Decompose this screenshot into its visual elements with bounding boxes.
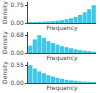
svg-text:Frequency: Frequency	[47, 54, 78, 62]
svg-text:Density: Density	[1, 61, 9, 84]
svg-text:0.75: 0.75	[10, 1, 24, 8]
svg-text:0.00: 0.00	[10, 19, 24, 26]
svg-text:0.00: 0.00	[10, 79, 24, 86]
svg-text:Frequency: Frequency	[47, 84, 78, 92]
svg-text:0.00: 0.00	[10, 49, 24, 56]
svg-text:Density: Density	[1, 31, 9, 54]
svg-text:Density: Density	[1, 1, 9, 24]
svg-text:0.68: 0.68	[10, 31, 24, 38]
svg-text:0.55: 0.55	[10, 61, 24, 68]
svg-text:Frequency: Frequency	[47, 24, 78, 32]
